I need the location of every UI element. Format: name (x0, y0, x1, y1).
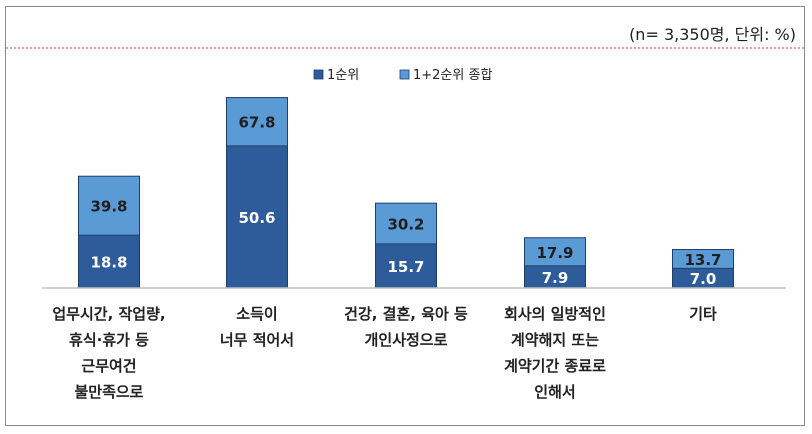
sample-note: (n= 3,350명, 단위: %) (629, 25, 796, 44)
category-label-4: 기타 (689, 305, 717, 323)
category-label-1: 소득이 너무 적어서 (220, 305, 294, 349)
x-axis-labels: 업무시간, 작업량, 휴식·휴가 등 근무여건 불만족으로 소득이 너무 적어서 건강, 결… (52, 305, 717, 401)
label-first-4: 7.0 (690, 270, 717, 288)
chart-frame: (n= 3,350명, 단위: %) 1순위 1+2순위 종합 18.8 39.8 5… (5, 6, 805, 426)
bar-first-2 (375, 243, 437, 289)
legend-swatch-first (313, 69, 324, 80)
category-label-0: 업무시간, 작업량, 휴식·휴가 등 근무여건 불만족으로 (52, 305, 165, 401)
legend-label-combined: 1+2순위 종합 (413, 68, 492, 83)
label-combined-4: 13.7 (684, 251, 721, 269)
label-combined-2: 30.2 (387, 216, 424, 234)
label-combined-1: 67.8 (238, 114, 275, 132)
legend-label-first: 1순위 (327, 68, 359, 83)
chart-area: (n= 3,350명, 단위: %) 1순위 1+2순위 종합 18.8 39.8 5… (6, 25, 804, 401)
label-first-2: 15.7 (387, 258, 424, 276)
label-first-1: 50.6 (238, 209, 275, 227)
legend-swatch-combined (399, 69, 410, 80)
bar-first-0 (78, 234, 140, 289)
bars: 18.8 39.8 50.6 67.8 15.7 30.2 7.9 17.9 7.013.7 (78, 97, 734, 289)
label-combined-3: 17.9 (536, 244, 573, 262)
category-label-2: 건강, 결혼, 육아 등 개인사정으로 (344, 305, 468, 349)
legend: 1순위 1+2순위 종합 (313, 68, 492, 83)
label-combined-0: 39.8 (90, 198, 127, 216)
category-label-3: 회사의 일방적인 계약해지 또는 계약기간 종료로 인해서 (504, 305, 606, 401)
label-first-0: 18.8 (90, 254, 127, 272)
bar-first-1 (226, 145, 288, 289)
label-first-3: 7.9 (542, 269, 569, 287)
